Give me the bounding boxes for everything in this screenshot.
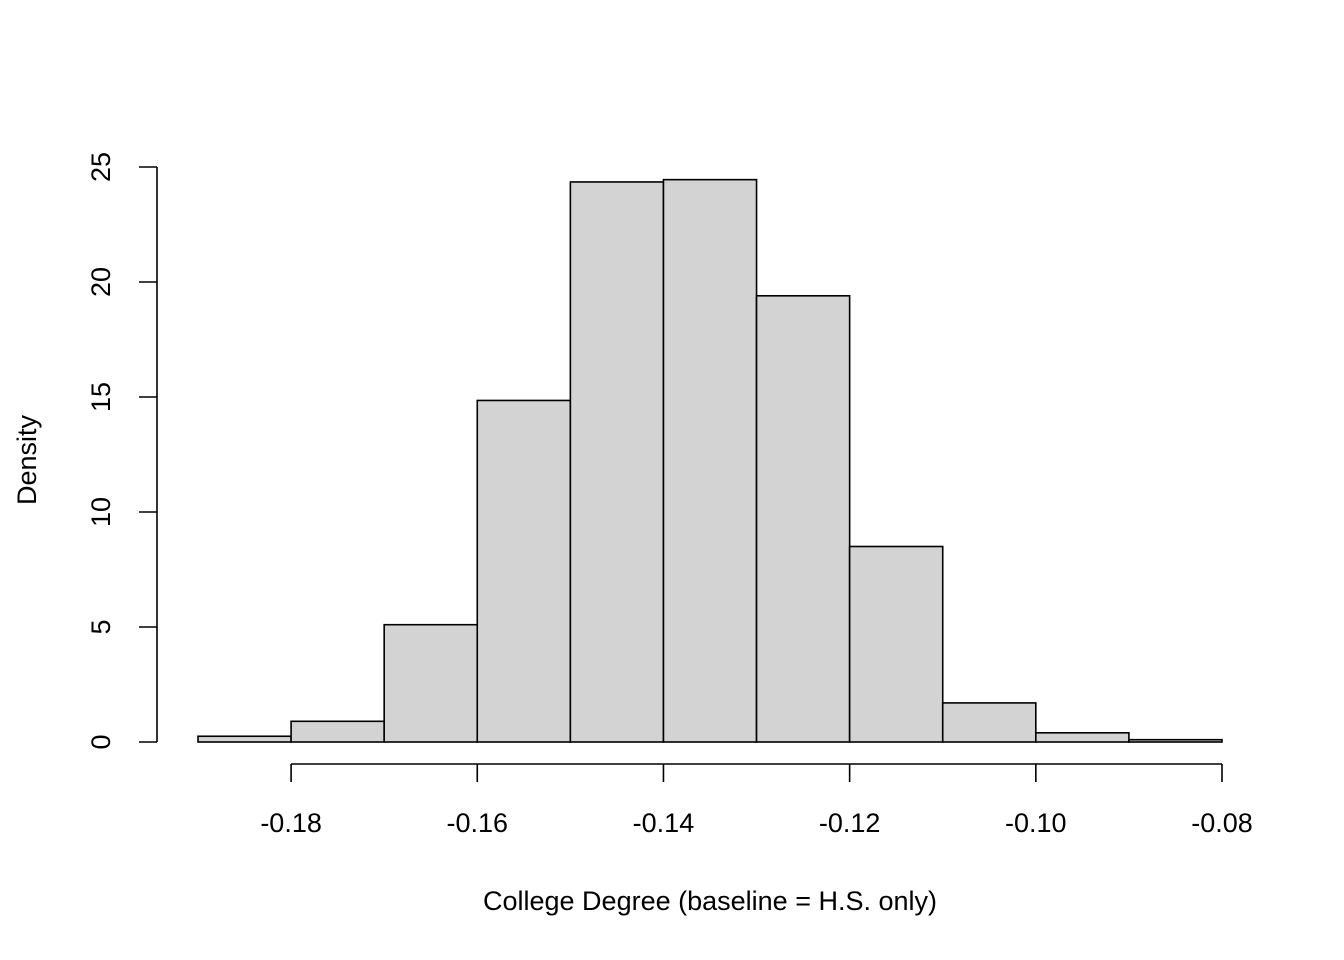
y-tick-label-2: 10 [86,497,116,527]
histogram-bar-7 [848,545,944,743]
y-tick-label-0: 0 [86,734,116,749]
x-tick-label-1: -0.16 [446,808,508,838]
histogram-bar-6 [755,294,851,743]
histogram-bar-5 [662,178,758,743]
bars-group [197,178,1223,743]
histogram-bar-3 [476,399,572,743]
x-tick-label-5: -0.08 [1191,808,1253,838]
y-tick-label-5: 25 [86,152,116,182]
y-axis-title: Density [12,414,42,505]
histogram-bar-2 [383,623,479,743]
x-axis-title: College Degree (baseline = H.S. only) [483,886,937,916]
histogram-bar-10 [1128,738,1223,743]
y-axis: 0 5 10 15 20 25 [86,152,158,750]
x-axis: -0.18 -0.16 -0.14 -0.12 -0.10 -0.08 [260,763,1253,838]
histogram-bar-1 [290,720,385,743]
histogram-bar-9 [1035,731,1130,743]
histogram-bar-8 [941,702,1037,743]
y-tick-label-4: 20 [86,267,116,297]
x-tick-label-4: -0.10 [1005,808,1067,838]
x-tick-label-3: -0.12 [819,808,881,838]
x-tick-label-2: -0.14 [633,808,695,838]
y-tick-label-1: 5 [86,619,116,634]
y-tick-label-3: 15 [86,382,116,412]
histogram-bar-4 [569,181,665,743]
x-tick-label-0: -0.18 [260,808,322,838]
histogram-bar-0 [197,735,292,743]
